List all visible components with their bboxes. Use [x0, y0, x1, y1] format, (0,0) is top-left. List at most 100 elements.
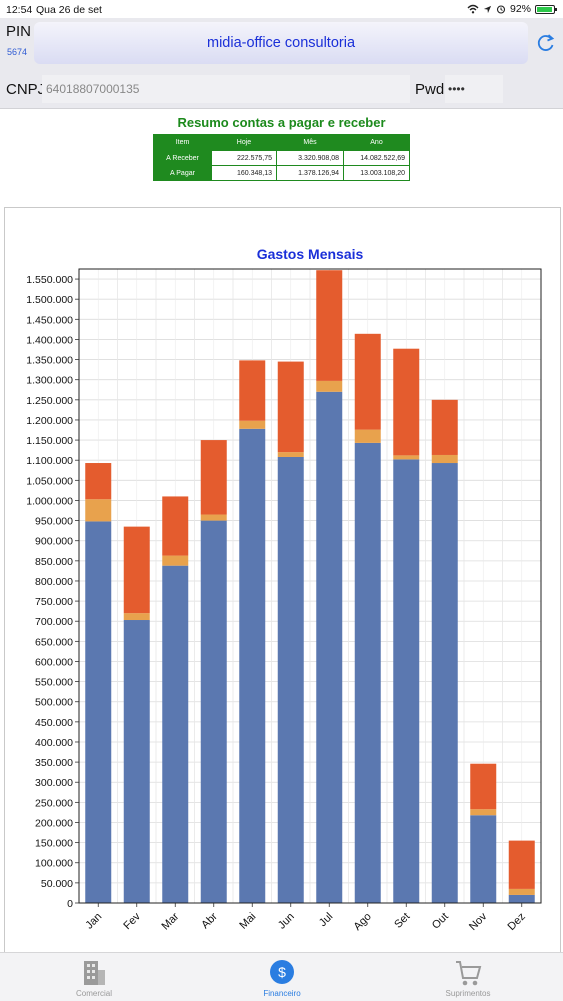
bar-segment	[123, 620, 150, 903]
bar-segment	[85, 521, 112, 903]
y-tick-label: 1.150.000	[26, 435, 73, 447]
summary-table: Item Hoje Mês Ano A Receber 222.575,75 3…	[153, 134, 410, 181]
y-tick-label: 1.300.000	[26, 375, 73, 387]
x-tick-label: Jan	[83, 911, 104, 932]
y-tick-label: 50.000	[41, 878, 73, 890]
status-bar: 12:54 Qua 26 de set 92%	[0, 0, 563, 20]
tab-suprimentos[interactable]: Suprimentos	[408, 953, 528, 1001]
summary-cell-hoje: 160.348,13	[211, 165, 277, 181]
bar-segment	[277, 361, 304, 453]
x-tick-label: Abr	[199, 910, 220, 931]
bar-segment	[85, 463, 112, 500]
y-tick-label: 400.000	[35, 737, 73, 749]
bar-segment	[277, 452, 304, 457]
bar-segment	[431, 463, 458, 903]
summary-cell-hoje: 222.575,75	[211, 150, 277, 166]
pin-value: 5674	[7, 47, 28, 57]
bar-segment	[239, 360, 266, 421]
y-tick-label: 550.000	[35, 677, 73, 689]
y-tick-label: 650.000	[35, 636, 73, 648]
y-tick-label: 250.000	[35, 797, 73, 809]
bar-segment	[162, 496, 189, 556]
y-tick-label: 850.000	[35, 556, 73, 568]
summary-row-receber: A Receber 222.575,75 3.320.908,08 14.082…	[153, 150, 410, 166]
y-tick-label: 1.400.000	[26, 334, 73, 346]
x-tick-label: Fev	[121, 910, 143, 932]
tab-bar: Comercial $ Financeiro Suprimentos	[0, 952, 563, 1001]
y-tick-label: 950.000	[35, 516, 73, 528]
y-tick-label: 450.000	[35, 717, 73, 729]
y-tick-label: 150.000	[35, 838, 73, 850]
bar-segment	[162, 555, 189, 566]
company-button[interactable]: midia-office consultoria	[34, 22, 528, 64]
svg-text:$: $	[278, 964, 286, 980]
bar-segment	[239, 428, 266, 903]
bar-segment	[393, 455, 420, 460]
pin-label: PIN	[6, 23, 32, 40]
x-tick-label: Set	[392, 911, 412, 931]
summary-cell-ano: 13.003.108,20	[343, 165, 410, 181]
y-tick-label: 1.000.000	[26, 495, 73, 507]
summary-col-mes: Mês	[276, 134, 344, 151]
plot-border	[78, 268, 542, 904]
bar-segment	[431, 454, 458, 464]
password-field[interactable]: ••••	[445, 75, 503, 103]
bar-segment	[470, 815, 497, 903]
bar-segment	[200, 440, 227, 515]
summary-cell-mes: 3.320.908,08	[276, 150, 344, 166]
bar-segment	[508, 888, 535, 895]
refresh-icon[interactable]	[536, 32, 556, 54]
y-tick-label: 1.500.000	[26, 294, 73, 306]
y-tick-label: 1.450.000	[26, 314, 73, 326]
bar-segment	[393, 459, 420, 903]
y-tick-label: 800.000	[35, 576, 73, 588]
bar-segment	[508, 894, 535, 903]
bar-segment	[393, 348, 420, 456]
x-tick-label: Jun	[276, 911, 297, 932]
y-tick-label: 1.250.000	[26, 395, 73, 407]
x-tick-label: Mar	[159, 910, 181, 932]
x-tick-label: Out	[430, 911, 451, 932]
company-name: midia-office consultoria	[206, 35, 356, 51]
chart-panel: Gastos Mensais 0 50.000 100.000 150.000 200.0…	[4, 207, 561, 953]
summary-cell-mes: 1.378.126,94	[276, 165, 344, 181]
summary-title: Resumo contas a pagar e receber	[177, 115, 386, 130]
password-value: ••••	[448, 82, 465, 96]
alarm-icon	[496, 5, 506, 14]
bar-segment	[470, 763, 497, 810]
summary-col-ano: Ano	[343, 134, 410, 151]
pwd-label: Pwd	[415, 81, 445, 98]
y-tick-label: 0	[67, 898, 73, 910]
summary-header-row: Item Hoje Mês Ano	[153, 134, 410, 151]
bar-segment	[200, 520, 227, 903]
y-tick-label: 1.050.000	[26, 475, 73, 487]
y-tick-label: 750.000	[35, 596, 73, 608]
location-icon	[483, 5, 492, 13]
bar-segment	[277, 456, 304, 903]
bar-segment	[354, 429, 381, 443]
y-tick-label: 1.350.000	[26, 355, 73, 367]
building-icon	[84, 961, 105, 985]
x-tick-label: Ago	[352, 911, 374, 933]
bar-segment	[508, 840, 535, 889]
bar-segment	[200, 514, 227, 521]
tab-comercial[interactable]: Comercial	[34, 953, 154, 1001]
tab-financeiro[interactable]: $ Financeiro	[222, 953, 342, 1001]
battery-percent: 92%	[509, 3, 531, 15]
y-tick-label: 900.000	[35, 536, 73, 548]
header: PIN 5674 midia-office consultoria CNPJ P…	[0, 18, 563, 109]
tab-financeiro-label: Financeiro	[263, 989, 301, 998]
y-tick-label: 300.000	[35, 777, 73, 789]
status-date: Qua 26 de set	[36, 4, 102, 16]
x-tick-label: Dez	[506, 911, 528, 933]
bar-segment	[354, 333, 381, 430]
cnpj-field[interactable]	[42, 75, 410, 103]
bar-segment	[316, 391, 343, 903]
status-time: 12:54	[6, 4, 33, 16]
cart-icon	[456, 961, 482, 986]
tab-suprimentos-label: Suprimentos	[445, 989, 491, 998]
bar-segment	[85, 499, 112, 522]
summary-cell-item: A Receber	[153, 150, 212, 166]
cnpj-label: CNPJ	[6, 81, 46, 98]
bar-segment	[470, 809, 497, 816]
